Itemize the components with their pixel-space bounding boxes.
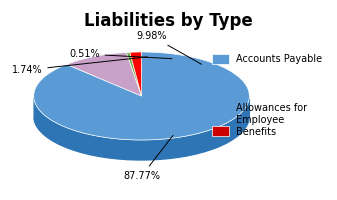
Text: 9.98%: 9.98% — [136, 31, 202, 64]
Polygon shape — [34, 52, 249, 140]
Polygon shape — [34, 97, 249, 160]
Text: 1.74%: 1.74% — [12, 57, 147, 75]
Polygon shape — [67, 52, 142, 96]
Bar — [212, 54, 229, 64]
Polygon shape — [130, 52, 142, 96]
Bar — [212, 126, 229, 136]
Text: 0.51%: 0.51% — [69, 49, 172, 59]
Text: 87.77%: 87.77% — [123, 135, 173, 181]
Polygon shape — [126, 52, 142, 96]
Text: Accounts Payable: Accounts Payable — [236, 54, 322, 64]
Text: Liabilities by Type: Liabilities by Type — [84, 12, 253, 30]
Text: Allowances for
Employee
Benefits: Allowances for Employee Benefits — [236, 103, 307, 137]
Ellipse shape — [34, 72, 249, 160]
